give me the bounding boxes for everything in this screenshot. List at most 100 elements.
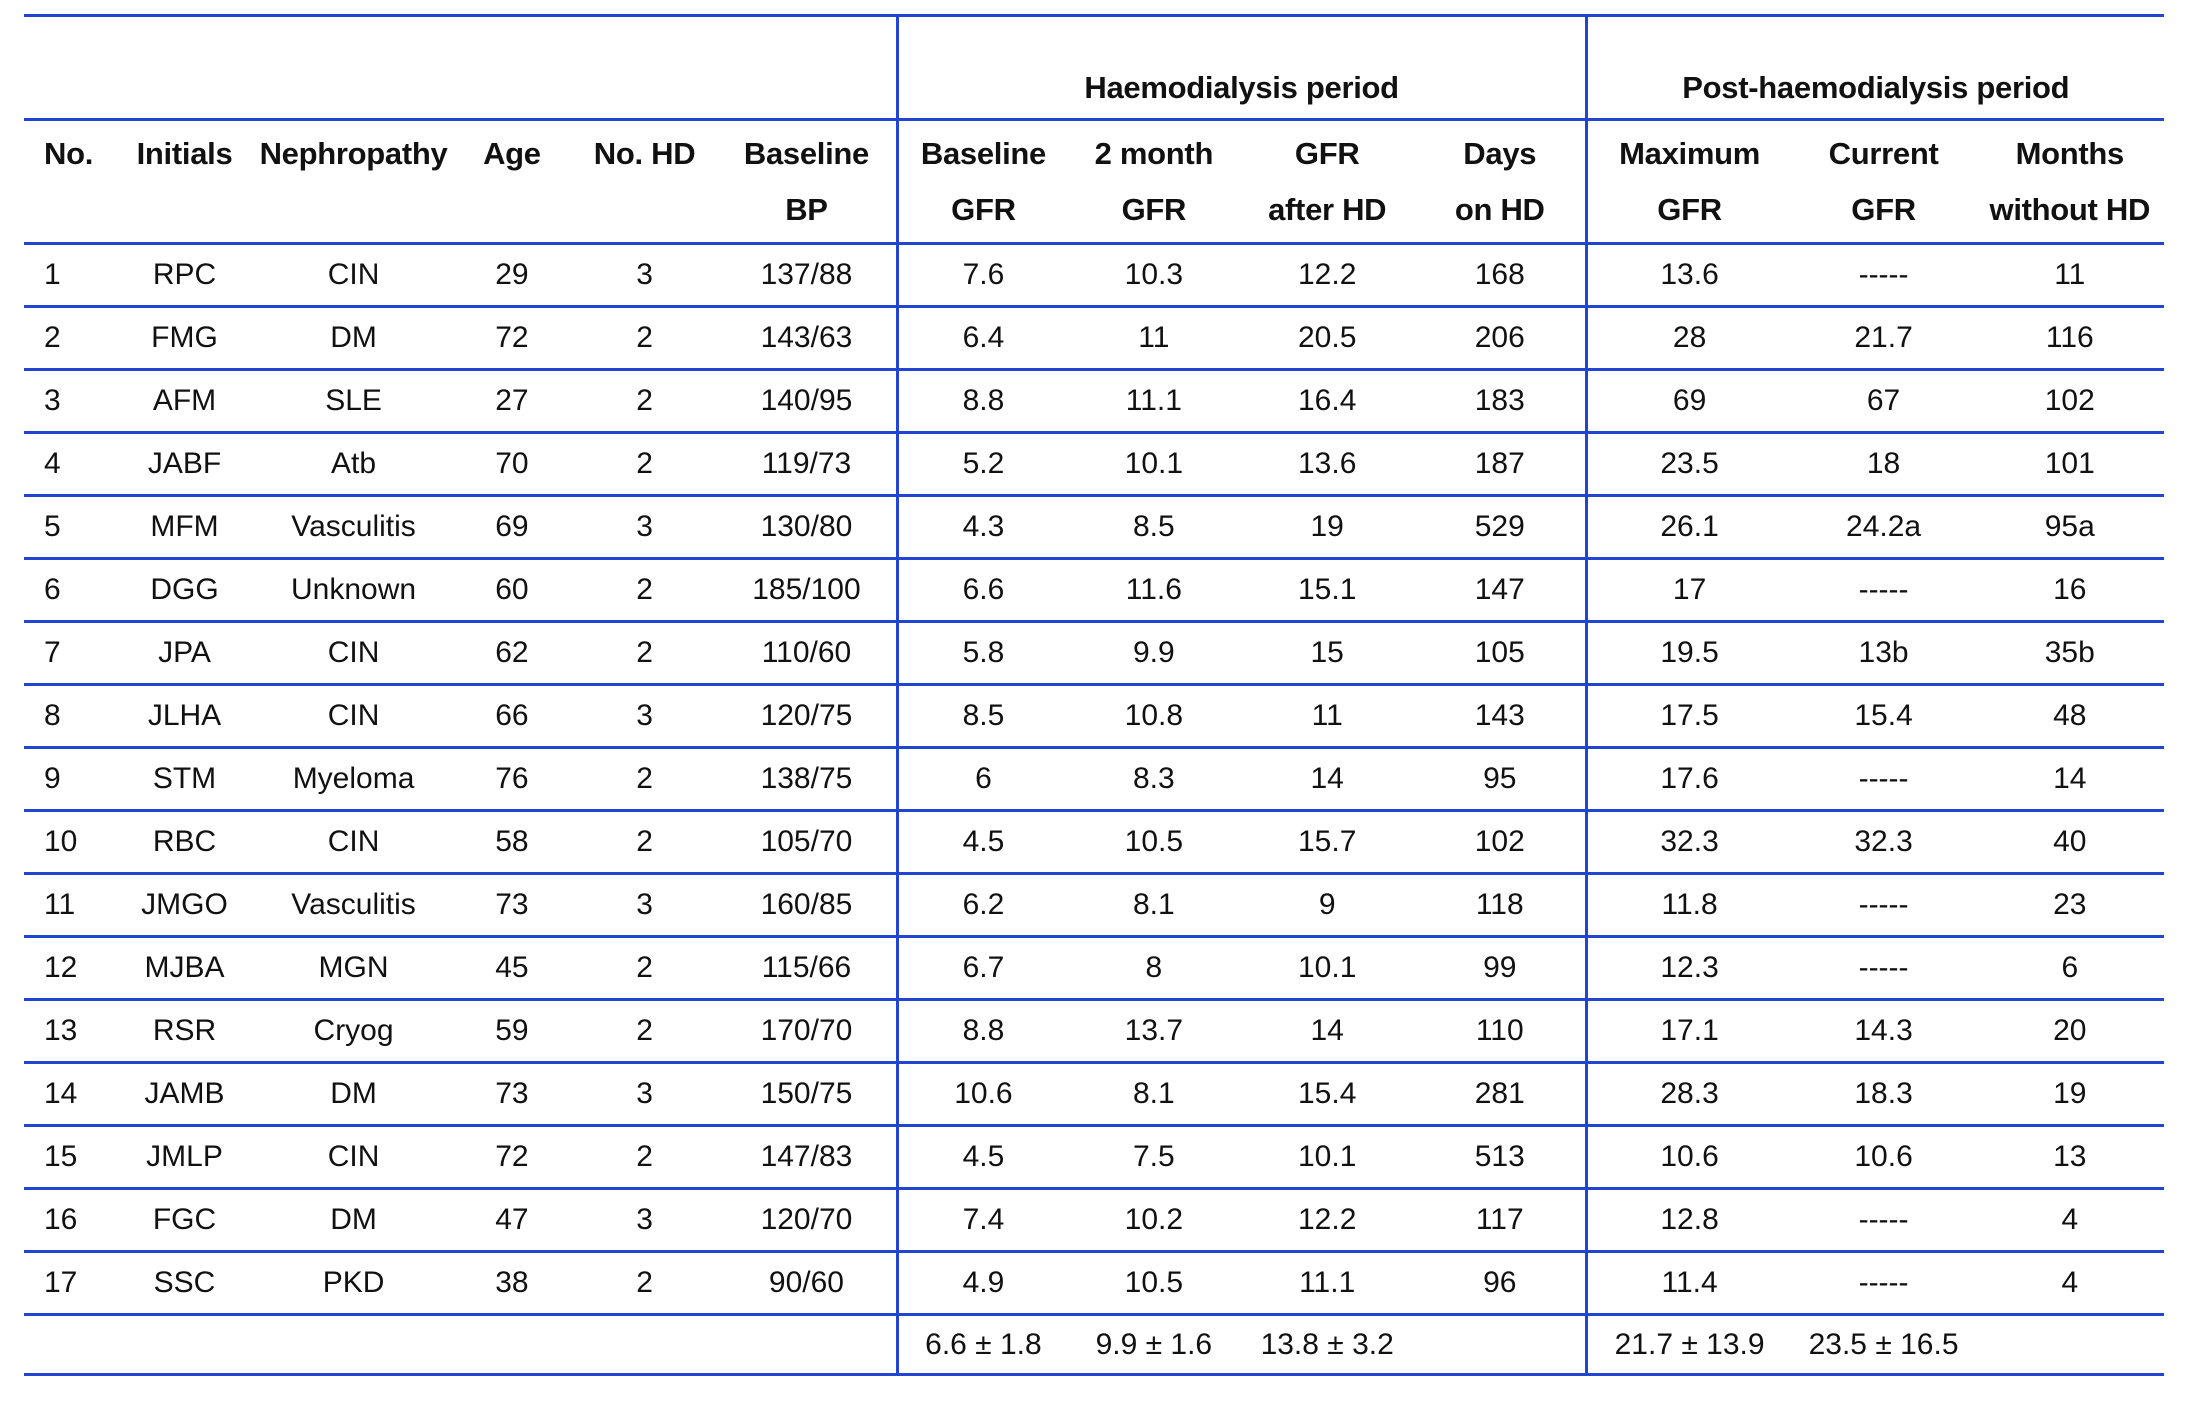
table-cell: 110 bbox=[1475, 1014, 1524, 1047]
table-cell: 20 bbox=[2053, 1014, 2087, 1047]
table-cell: 8.1 bbox=[1133, 1077, 1175, 1110]
group-header-left-blank bbox=[24, 16, 897, 120]
table-cell: 10.6 bbox=[1854, 1140, 1913, 1173]
table-cell: 143 bbox=[1474, 699, 1525, 732]
table-cell: 13b bbox=[1858, 636, 1909, 669]
table-cell: 2 bbox=[636, 1140, 653, 1173]
table-cell: 10.1 bbox=[1297, 951, 1357, 984]
column-header-line1: Nephropathy bbox=[259, 135, 448, 171]
table-cell: 5.2 bbox=[895, 432, 1069, 496]
group-header-post-haemodialysis-period: Post-haemodialysis period bbox=[1584, 15, 2164, 120]
table-cell: 6.4 bbox=[895, 306, 1069, 370]
table-cell: 4.3 bbox=[895, 495, 1069, 559]
column-header-line1: Months bbox=[2015, 135, 2125, 171]
table-cell: ----- bbox=[1858, 258, 1909, 291]
table-cell: 101 bbox=[2044, 447, 2095, 480]
table-cell: 2 bbox=[636, 1014, 653, 1047]
table-cell: 6.2 bbox=[895, 873, 1069, 937]
table-cell: 120/70 bbox=[760, 1203, 853, 1236]
table-cell: 8.1 bbox=[1133, 888, 1175, 921]
table-cell: 11.4 bbox=[1584, 1251, 1792, 1315]
table-cell: 11 bbox=[44, 888, 76, 921]
table-cell: 138/75 bbox=[760, 762, 853, 795]
table-cell: SLE bbox=[325, 384, 382, 417]
table-cell: 116 bbox=[2045, 321, 2094, 354]
table-cell: 17.1 bbox=[1584, 999, 1792, 1063]
table-cell: 6 bbox=[2061, 951, 2079, 984]
table-cell: 2 bbox=[636, 762, 653, 795]
table-cell: 69 bbox=[495, 510, 529, 543]
column-header-months: Months without HD bbox=[1976, 120, 2164, 244]
table-cell: 76 bbox=[495, 762, 529, 795]
table-cell: 3 bbox=[636, 258, 653, 291]
table-cell: 11.1 bbox=[1125, 384, 1182, 417]
table-row: 7 JPA CIN 62 2 110/60 5.8 9.9 15 105 19.5 13b 35b bbox=[24, 621, 2164, 685]
table-cell: 10.2 bbox=[1124, 1203, 1184, 1236]
table-cell: 14 bbox=[1310, 762, 1344, 795]
table-cell: 10 bbox=[44, 825, 78, 858]
table-cell: 16 bbox=[2053, 573, 2087, 606]
table-cell: 130/80 bbox=[760, 510, 853, 543]
table-body: 1 RPC CIN 29 3 137/88 7.6 10.3 12.2 168 13.6 ----- 1… bbox=[24, 243, 2164, 1375]
column-header-line2 bbox=[44, 182, 114, 238]
table-cell: ----- bbox=[1858, 951, 1909, 984]
table-cell: 4 bbox=[2061, 1203, 2079, 1236]
table-cell: 9.9 ± 1.6 bbox=[1095, 1327, 1213, 1361]
table-cell: 72 bbox=[495, 1140, 529, 1173]
table-cell: 32.3 bbox=[1854, 825, 1913, 858]
table-cell: 13.6 bbox=[1297, 447, 1357, 480]
table-cell: Vasculitis bbox=[291, 510, 416, 543]
table-cell: ----- bbox=[1858, 888, 1909, 921]
table-cell: 14 bbox=[44, 1077, 78, 1110]
table-cell: 170/70 bbox=[760, 1014, 853, 1047]
table-cell: JABF bbox=[147, 447, 222, 480]
table-row: 13 RSR Cryog 59 2 170/70 8.8 13.7 14 110 17.1 14.3 2… bbox=[24, 999, 2164, 1063]
column-header-no-: No. bbox=[24, 120, 114, 244]
table-cell: 3 bbox=[636, 510, 653, 543]
table-cell: CIN bbox=[327, 699, 380, 732]
table-cell: 11.8 bbox=[1584, 873, 1792, 937]
column-header-gfr: GFR after HD bbox=[1239, 120, 1414, 244]
table-cell: 59 bbox=[495, 1014, 529, 1047]
table-cell: 2 bbox=[636, 951, 653, 984]
table-cell bbox=[717, 1315, 897, 1375]
table-cell: 6.7 bbox=[895, 936, 1069, 1000]
table-cell: 70 bbox=[495, 447, 529, 480]
table-cell: 120/75 bbox=[760, 699, 853, 732]
table-cell: ----- bbox=[1858, 573, 1909, 606]
table-cell: 12.2 bbox=[1297, 1203, 1357, 1236]
column-header-line2: after HD bbox=[1268, 191, 1387, 227]
table-cell: Cryog bbox=[313, 1014, 394, 1047]
group-header-row: Haemodialysis period Post-haemodialysis … bbox=[24, 15, 2164, 120]
column-header-line2 bbox=[452, 182, 572, 238]
table-cell: 8.3 bbox=[1133, 762, 1175, 795]
table-cell: 32.3 bbox=[1584, 810, 1792, 874]
table-cell: 21.7 ± 13.9 bbox=[1584, 1314, 1792, 1375]
table-cell: MFM bbox=[150, 510, 219, 543]
table-cell: 17.5 bbox=[1584, 684, 1792, 748]
group-header-haemodialysis-period: Haemodialysis period bbox=[895, 15, 1587, 120]
column-header-line1: Age bbox=[483, 135, 541, 171]
table-cell: 29 bbox=[495, 258, 529, 291]
table-cell: 10.6 bbox=[1584, 1125, 1792, 1189]
table-cell bbox=[572, 1315, 718, 1375]
table-cell: 4 bbox=[44, 447, 61, 480]
column-header-line1: Maximum bbox=[1619, 135, 1761, 171]
table-cell: 66 bbox=[495, 699, 529, 732]
table-cell: 10.5 bbox=[1124, 825, 1184, 858]
table-cell: 90/60 bbox=[768, 1266, 844, 1299]
column-header-line1: Baseline bbox=[920, 135, 1046, 171]
table-cell: 6 bbox=[44, 573, 61, 606]
table-cell: CIN bbox=[327, 825, 380, 858]
table-cell: 183 bbox=[1474, 384, 1525, 417]
table-cell: 73 bbox=[495, 1077, 529, 1110]
column-header-line1: Days bbox=[1463, 135, 1537, 171]
table-cell: RBC bbox=[152, 825, 217, 858]
table-cell: DM bbox=[330, 321, 377, 354]
table-cell: FMG bbox=[151, 321, 218, 354]
table-cell: 47 bbox=[495, 1203, 529, 1236]
table-cell: 2 bbox=[636, 636, 653, 669]
table-cell: CIN bbox=[327, 636, 380, 669]
table-cell: 18.3 bbox=[1854, 1077, 1913, 1110]
table-cell: 35b bbox=[2044, 636, 2095, 669]
